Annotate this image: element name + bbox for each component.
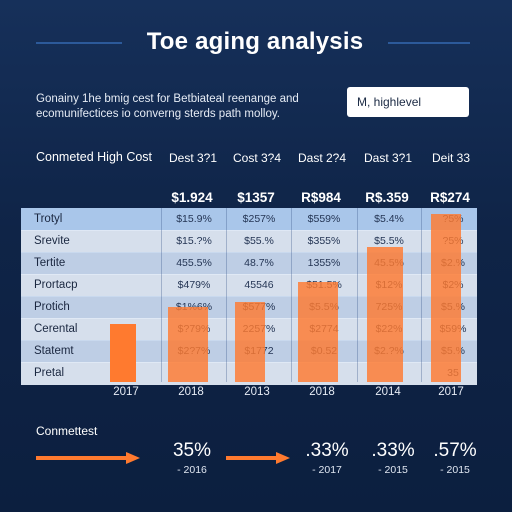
table-cell: $479% [177,279,211,291]
column-header: Dast 2?4 [297,151,347,165]
bar-2018-3 [298,282,338,382]
summary-stat: .33% - 2015 [358,440,428,476]
column-divider [291,208,292,382]
row-label: Statemt [34,345,74,357]
row-label: Srevite [34,235,70,247]
stat-value: .33% [305,440,349,461]
column-total: R$984 [301,190,341,205]
stat-year: - 2015 [440,464,470,476]
x-tick-label: 2018 [309,386,335,398]
bar-2017-0 [110,324,136,382]
title-row: Toe aging analysis [0,28,512,58]
table-cell: 48.7% [244,257,274,269]
x-tick-label: 2018 [178,386,204,398]
table-cell: 1355% [307,257,341,269]
column-total: $1357 [237,190,275,205]
summary-title: Conmettest [36,424,98,438]
row-label: Pretal [34,367,65,379]
bar-2014-4 [367,247,403,382]
column-header: Dest 3?1 [168,151,218,165]
table-cell: $5.4% [374,213,404,225]
summary-stat: 35% - 2016 [157,440,227,476]
row-label: Prortacp [34,279,78,291]
stat-year: - 2015 [378,464,408,476]
page-title: Toe aging analysis [146,28,364,55]
table-cell: $559% [307,213,341,225]
arrow-right-icon [36,452,140,464]
bar-2018-1 [168,307,208,382]
arrow-right-icon [226,452,290,464]
column-header: Dast 3?1 [363,151,413,165]
title-divider-left [36,42,122,44]
title-divider-right [388,42,470,44]
summary-stat: .57% - 2015 [420,440,490,476]
row-label: Cerental [34,323,78,335]
column-divider [161,208,162,382]
table-cell: $355% [307,235,341,247]
search-input[interactable]: M, highlevel [347,87,469,117]
column-divider [226,208,227,382]
table-cell: $5.5% [374,235,404,247]
row-label: Protich [34,301,70,313]
x-tick-label: 2017 [113,386,139,398]
x-tick-label: 2017 [438,386,464,398]
stat-year: - 2016 [177,464,207,476]
row-label: Tertite [34,257,66,269]
table-cell: $15.9% [176,213,212,225]
bar-2017-5 [431,214,461,382]
table-cell: 455.5% [176,257,212,269]
table-title: Conmeted High Cost [36,150,153,164]
column-divider [357,208,358,382]
table-cell: $15.?% [176,235,212,247]
table-cell: $55.% [244,235,274,247]
summary-stat: .33% - 2017 [292,440,362,476]
table-cell: $257% [242,213,276,225]
stat-value: .33% [371,440,415,461]
table-cell: 45546 [244,279,274,291]
stat-year: - 2017 [312,464,342,476]
x-tick-label: 2014 [375,386,401,398]
column-total: $1.924 [171,190,213,205]
table-row: Srevite$15.?%$55.%$355%$5.5%?5% [21,230,477,253]
bar-2013-2 [235,302,265,382]
stat-value: 35% [172,440,212,461]
column-total: R$.359 [365,190,409,205]
stat-value: .57% [433,440,477,461]
page-subtitle: Gonainy 1he bmig cest for Betbiateal ree… [36,93,299,120]
column-header: Deit 33 [431,151,471,165]
column-total: R$274 [430,190,470,205]
x-tick-label: 2013 [244,386,270,398]
column-header: Cost 3?4 [232,151,282,165]
row-label: Trotyl [34,213,63,225]
column-divider [421,208,422,382]
